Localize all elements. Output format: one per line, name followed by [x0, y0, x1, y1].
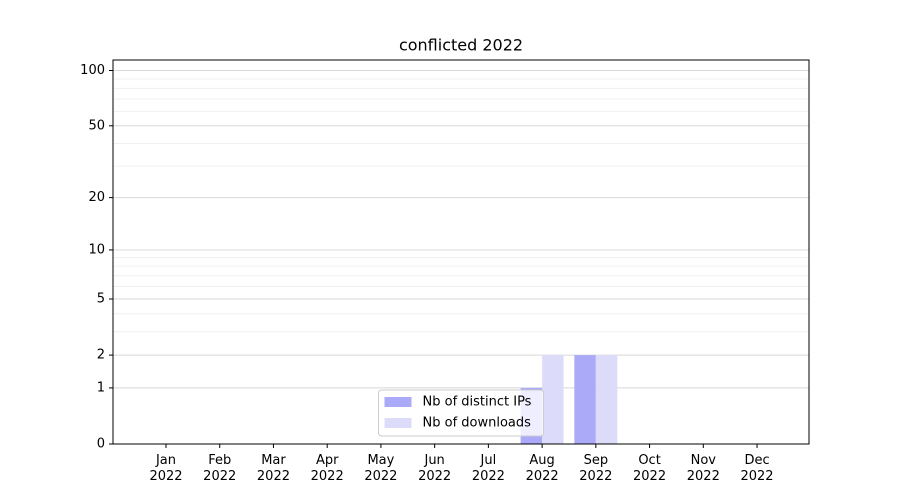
y-tick-label: 1	[97, 380, 105, 395]
y-tick-label: 0	[97, 437, 105, 452]
grid	[113, 70, 809, 445]
y-tick-label: 20	[88, 190, 105, 205]
legend-swatch	[384, 418, 412, 428]
x-tick-label: Apr 2022	[310, 453, 344, 484]
x-tick-label: Jun 2022	[418, 453, 452, 484]
y-tick-label: 100	[80, 63, 105, 78]
bar	[542, 355, 564, 444]
x-tick-label: Jul 2022	[471, 453, 505, 484]
x-tick-label: Mar 2022	[256, 453, 290, 484]
legend-label: Nb of distinct IPs	[423, 395, 532, 410]
bar	[574, 355, 596, 444]
legend-label: Nb of downloads	[423, 416, 532, 431]
x-tick-label: Aug 2022	[525, 453, 559, 484]
x-tick-label: May 2022	[364, 453, 398, 484]
x-tick-label: Oct 2022	[633, 453, 667, 484]
legend: Nb of distinct IPs Nb of downloads	[378, 389, 544, 437]
chart-title: conflicted 2022	[399, 36, 523, 55]
x-tick-label: Jan 2022	[149, 453, 183, 484]
legend-frame	[378, 389, 544, 437]
y-tick-label: 50	[88, 118, 105, 133]
x-tick-label: Nov 2022	[686, 453, 720, 484]
x-tick-label: Sep 2022	[579, 453, 613, 484]
bar	[595, 355, 618, 444]
x-tick-label: Feb 2022	[203, 453, 237, 484]
y-tick-label: 5	[97, 291, 105, 306]
legend-swatch	[384, 397, 412, 407]
y-tick-label: 2	[97, 348, 105, 363]
y-tick-label: 10	[88, 242, 105, 257]
x-tick-label: Dec 2022	[740, 453, 774, 484]
plot-frame	[112, 59, 810, 445]
